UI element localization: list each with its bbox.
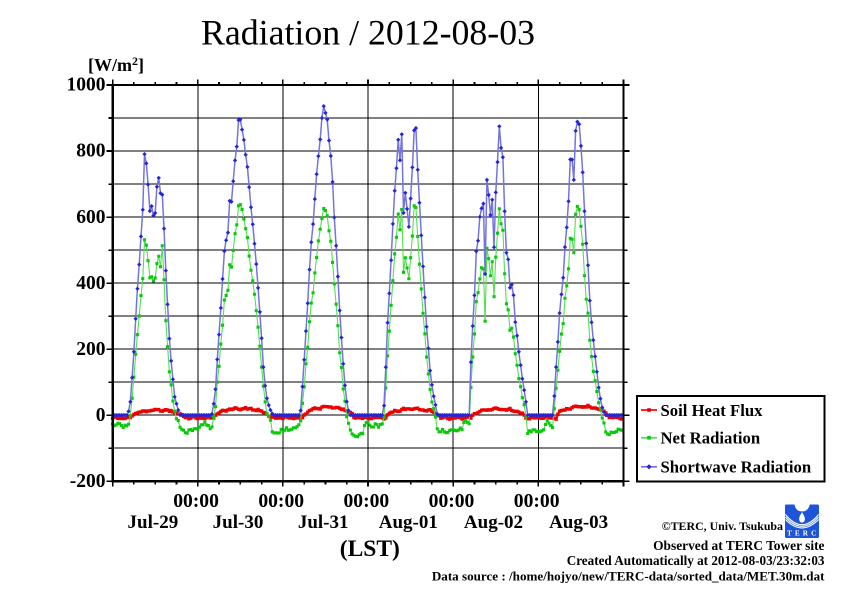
- svg-text:Aug-03: Aug-03: [549, 512, 608, 533]
- svg-text:©TERC, Univ. Tsukuba: ©TERC, Univ. Tsukuba: [662, 519, 783, 533]
- svg-text:TERC: TERC: [787, 530, 819, 538]
- svg-text:00:00: 00:00: [173, 491, 219, 512]
- svg-text:200: 200: [76, 339, 105, 360]
- svg-text:-200: -200: [70, 471, 106, 492]
- svg-text:600: 600: [76, 207, 105, 228]
- svg-text:Data source : /home/hojyo/new/: Data source : /home/hojyo/new/TERC-data/…: [432, 568, 825, 583]
- svg-text:400: 400: [76, 273, 105, 294]
- svg-text:1000: 1000: [67, 75, 106, 96]
- svg-text:Aug-01: Aug-01: [379, 512, 438, 533]
- svg-text:00:00: 00:00: [429, 491, 475, 512]
- svg-text:Shortwave Radiation: Shortwave Radiation: [661, 458, 812, 477]
- svg-text:(LST): (LST): [340, 536, 400, 562]
- svg-text:Aug-02: Aug-02: [464, 512, 523, 533]
- svg-text:Soil Heat Flux: Soil Heat Flux: [661, 401, 764, 420]
- svg-text:Observed at TERC Tower site: Observed at TERC Tower site: [653, 538, 824, 553]
- svg-text:Jul-29: Jul-29: [128, 512, 179, 533]
- svg-text:00:00: 00:00: [258, 491, 304, 512]
- svg-text:Jul-31: Jul-31: [298, 512, 349, 533]
- svg-text:Radiation / 2012-08-03: Radiation / 2012-08-03: [201, 12, 535, 52]
- svg-text:Jul-30: Jul-30: [213, 512, 264, 533]
- svg-text:00:00: 00:00: [514, 491, 560, 512]
- svg-text:800: 800: [76, 141, 105, 162]
- svg-text:0: 0: [96, 405, 106, 426]
- svg-text:00:00: 00:00: [343, 491, 389, 512]
- svg-text:Created Automatically at 2012-: Created Automatically at 2012-08-03/23:3…: [567, 553, 825, 568]
- svg-text:Net Radiation: Net Radiation: [661, 429, 761, 448]
- svg-text:[W/m2]: [W/m2]: [88, 54, 144, 75]
